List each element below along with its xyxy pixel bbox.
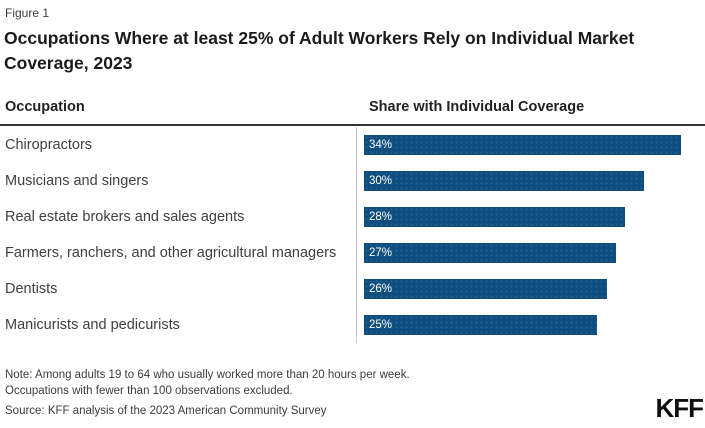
table-row: Chiropractors 34%: [0, 127, 705, 163]
occupation-label: Chiropractors: [5, 137, 93, 153]
bar-track: 30%: [364, 171, 705, 191]
figure-label: Figure 1: [5, 6, 50, 20]
bar: 26%: [364, 279, 607, 299]
bar-value-label: 26%: [369, 283, 393, 295]
bar-value-label: 34%: [369, 139, 393, 151]
column-header-occupation: Occupation: [5, 99, 85, 115]
bar-track: 28%: [364, 207, 705, 227]
note-text: Note: Among adults 19 to 64 who usually …: [5, 369, 410, 397]
occupation-label: Farmers, ranchers, and other agricultura…: [5, 245, 337, 261]
table-row: Farmers, ranchers, and other agricultura…: [0, 235, 705, 271]
header-divider: [0, 124, 705, 126]
bar: 34%: [364, 135, 681, 155]
bar-value-label: 25%: [369, 319, 393, 331]
footnotes: Note: Among adults 19 to 64 who usually …: [5, 368, 565, 420]
kff-logo: KFF: [655, 393, 704, 423]
table-row: Dentists 26%: [0, 271, 705, 307]
bar-chart: Chiropractors 34% Musicians and singers 30%…: [0, 127, 705, 343]
bar-track: 34%: [364, 135, 705, 155]
occupation-label: Dentists: [5, 281, 58, 297]
bar-track: 25%: [364, 315, 705, 335]
column-header-share: Share with Individual Coverage: [369, 99, 585, 115]
bar: 27%: [364, 243, 616, 263]
bar-track: 27%: [364, 243, 705, 263]
bar-value-label: 28%: [369, 211, 393, 223]
table-header: Occupation Share with Individual Coverag…: [0, 99, 705, 119]
occupation-label: Real estate brokers and sales agents: [5, 209, 245, 225]
bar-rows: Chiropractors 34% Musicians and singers 30%…: [0, 127, 705, 343]
bar: 25%: [364, 315, 597, 335]
source-text: Source: KFF analysis of the 2023 America…: [5, 404, 327, 417]
bar-value-label: 27%: [369, 247, 393, 259]
table-row: Musicians and singers 30%: [0, 163, 705, 199]
bar: 28%: [364, 207, 625, 227]
table-row: Manicurists and pedicurists 25%: [0, 307, 705, 343]
bar: 30%: [364, 171, 644, 191]
bar-value-label: 30%: [369, 175, 393, 187]
occupation-label: Musicians and singers: [5, 173, 149, 189]
figure-title: Occupations Where at least 25% of Adult …: [4, 28, 635, 73]
axis-baseline: [356, 127, 357, 343]
table-row: Real estate brokers and sales agents 28%: [0, 199, 705, 235]
occupation-label: Manicurists and pedicurists: [5, 317, 180, 333]
bar-track: 26%: [364, 279, 705, 299]
